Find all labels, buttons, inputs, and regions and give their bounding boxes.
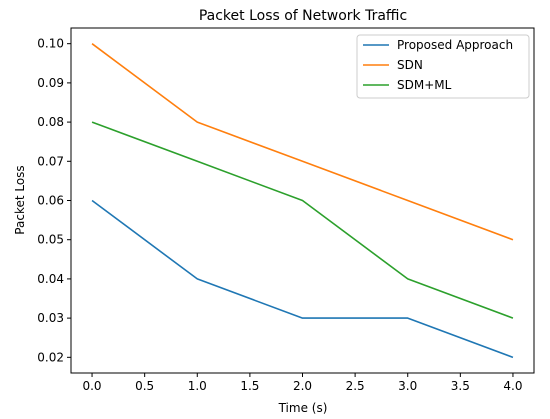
x-axis-ticks: 0.0 0.5 1.0 1.5 2.0 2.5 3.0 3.5 4.0 [82,373,523,393]
y-axis-label: Packet Loss [13,165,27,234]
y-axis-ticks: 0.02 0.03 0.04 0.05 0.06 0.07 0.08 0.09 0.10 [37,37,71,364]
x-tick-label: 2.5 [346,379,365,393]
series-line-sdn [91,43,514,241]
x-axis-label: Time (s) [278,401,328,415]
y-tick-label: 0.06 [37,194,64,208]
chart-title: Packet Loss of Network Traffic [199,8,407,24]
y-tick-label: 0.04 [37,272,64,286]
y-tick-label: 0.03 [37,311,64,325]
series-layer [91,43,514,359]
y-tick-label: 0.08 [37,115,64,129]
x-tick-label: 3.0 [398,379,417,393]
y-tick-label: 0.02 [37,350,64,364]
y-tick-label: 0.07 [37,154,64,168]
legend-label-sdn: SDN [397,58,423,72]
x-tick-label: 3.5 [451,379,470,393]
legend-box [356,34,530,99]
x-tick-label: 0.5 [135,379,154,393]
y-tick-label: 0.10 [37,37,64,51]
x-tick-label: 4.0 [503,379,522,393]
plot-frame [70,27,535,374]
x-tick-label: 0.0 [82,379,101,393]
y-tick-label: 0.05 [37,233,64,247]
x-tick-label: 1.0 [188,379,207,393]
legend-label-proposed-approach: Proposed Approach [397,38,513,52]
legend: Proposed Approach SDN SDM+ML [356,34,530,99]
series-line-sdm-ml [91,121,514,319]
series-line-proposed-approach [91,199,514,359]
x-tick-label: 1.5 [240,379,259,393]
y-tick-label: 0.09 [37,76,64,90]
legend-label-sdm-ml: SDM+ML [397,78,452,92]
x-tick-label: 2.0 [293,379,312,393]
